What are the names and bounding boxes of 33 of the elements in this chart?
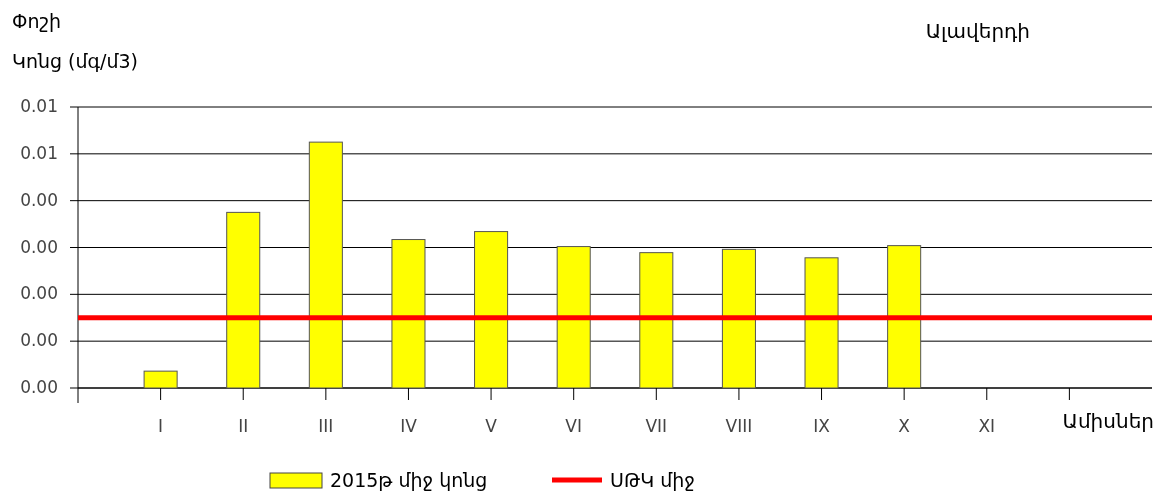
y-tick-label: 0.00 [20, 189, 58, 210]
bar [226, 211, 261, 389]
x-tick-label: I [158, 416, 164, 436]
y-tick-label: 0.00 [20, 236, 58, 257]
y-tick-label: 0.00 [20, 377, 58, 397]
x-tick-label: IV [400, 416, 418, 436]
x-tick-label: VII [645, 416, 668, 436]
y-tick-label: 0.00 [20, 283, 58, 304]
x-tick-label: VIII [725, 416, 753, 436]
legend-label: ՍԹԿ միջ [610, 469, 695, 491]
y-tick-label: 0.00 [20, 330, 58, 351]
bar [308, 141, 343, 389]
legend-label: 2015թ միջ կոնց [330, 469, 488, 491]
y-axis-title: Փոշի Կոնց (մգ/մ3) [12, 10, 138, 72]
chart-title: Ալավերդի [925, 19, 1030, 43]
x-tick-label: IX [813, 416, 831, 436]
y-tick-label: 0.01 [20, 142, 58, 163]
x-tick-label: III [318, 416, 334, 436]
x-tick-label: VI [565, 416, 583, 436]
bar [887, 245, 922, 389]
x-tick-label: II [238, 416, 249, 436]
bar [804, 257, 839, 389]
bar [143, 370, 178, 389]
bar [556, 246, 591, 389]
bar [474, 231, 509, 389]
y-tick-label: 0.01 [20, 96, 58, 116]
bar [721, 248, 756, 389]
x-axis-title: Ամիսներ [1062, 409, 1154, 433]
bar [639, 252, 674, 389]
x-tick-label: X [898, 416, 911, 436]
bar [391, 239, 426, 389]
x-tick-label: XI [978, 416, 996, 436]
x-tick-label: V [485, 416, 498, 436]
